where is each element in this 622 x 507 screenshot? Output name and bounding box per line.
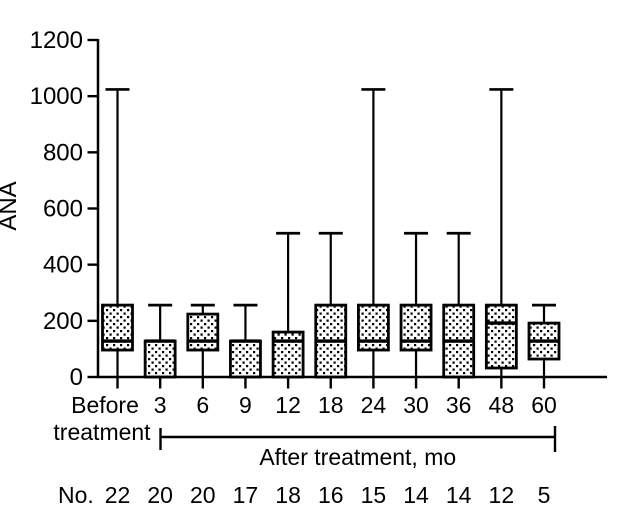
y-axis-tick-label: 400 [43, 252, 83, 279]
category-label-before-line1: Before [71, 392, 139, 418]
category-label: 9 [239, 392, 252, 418]
category-label: 18 [318, 392, 344, 418]
y-axis-tick-label: 800 [43, 139, 83, 166]
category-label: 24 [361, 392, 387, 418]
count-value: 20 [190, 482, 216, 507]
category-label: 30 [403, 392, 429, 418]
category-label: 3 [154, 392, 167, 418]
count-row-label: No. [58, 482, 94, 507]
box-plot-group: 60 5 [527, 303, 561, 507]
box-plot-group: 6 20 [186, 303, 220, 507]
y-axis-tick-label: 1000 [30, 83, 83, 110]
box-rect [229, 339, 262, 379]
category-label: 36 [446, 392, 472, 418]
box-plot-group: 12 18 [271, 231, 305, 507]
y-axis-tick-label: 1200 [30, 27, 83, 54]
y-axis-tick-label: 600 [43, 196, 83, 223]
box-rect [143, 339, 177, 379]
count-value: 15 [361, 482, 387, 507]
category-label: 12 [275, 392, 301, 418]
box-rect [484, 303, 518, 370]
count-value: 12 [489, 482, 515, 507]
count-value: 5 [538, 482, 551, 507]
y-axis: 0 200 400 600 800 1000 1200 [30, 27, 98, 391]
category-label-before-line2: treatment [53, 419, 151, 445]
box-rect [186, 312, 220, 352]
after-treatment-label: After treatment, mo [259, 444, 456, 470]
y-axis-tick-label: 0 [70, 364, 83, 391]
category-label: 6 [196, 392, 209, 418]
count-value: 14 [403, 482, 429, 507]
count-value: 22 [105, 482, 131, 507]
box-plot-group: 9 17 [229, 303, 262, 507]
y-axis-tick-label: 200 [43, 308, 83, 335]
category-label: 60 [531, 392, 557, 418]
box-plot-group: 30 14 [399, 231, 433, 507]
count-value: 20 [147, 482, 173, 507]
box-rect [271, 330, 305, 379]
after-treatment-bracket [159, 426, 557, 452]
count-value: 14 [446, 482, 472, 507]
y-axis-title: ANA [0, 181, 22, 230]
count-value: 16 [318, 482, 344, 507]
count-value: 17 [233, 482, 259, 507]
box-rect [356, 303, 390, 352]
box-plot-group: 24 15 [356, 88, 390, 507]
box-rect [101, 303, 134, 352]
count-value: 18 [275, 482, 301, 507]
box-plot-group: 3 20 [143, 303, 177, 507]
box-rect [399, 303, 433, 352]
box-plot-group: 36 14 [442, 231, 476, 507]
category-label: 48 [489, 392, 515, 418]
box-plot-group: 48 12 [484, 88, 518, 507]
